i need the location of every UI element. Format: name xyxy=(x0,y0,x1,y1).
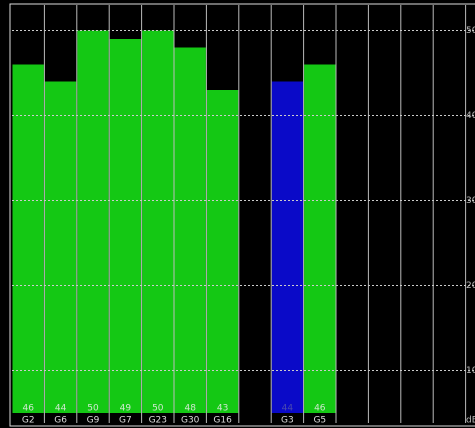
value-label: 50 xyxy=(87,404,99,414)
y-tick-label: 10 xyxy=(466,366,475,376)
x-tick-label: G6 xyxy=(54,416,67,426)
x-tick-label: G30 xyxy=(181,416,200,426)
y-tick-label: 40 xyxy=(466,111,475,121)
y-tick-label: 20 xyxy=(466,281,475,291)
x-tick-label: G7 xyxy=(119,416,132,426)
y-axis-label: dB xyxy=(466,416,475,426)
y-tick-label: 30 xyxy=(466,196,475,206)
value-label: 44 xyxy=(55,404,67,414)
value-label: 44 xyxy=(282,404,294,414)
value-label: 50 xyxy=(152,404,164,414)
y-tick-label: 50 xyxy=(466,26,475,36)
bar xyxy=(271,81,304,413)
x-tick-label: G2 xyxy=(22,416,35,426)
x-tick-label: G9 xyxy=(87,416,100,426)
x-tick-label: G5 xyxy=(313,416,326,426)
value-label: 46 xyxy=(314,404,326,414)
bar xyxy=(77,30,109,413)
frame xyxy=(9,3,475,427)
bar xyxy=(142,30,174,413)
bar xyxy=(174,47,206,413)
bar xyxy=(44,81,77,413)
value-label: 46 xyxy=(22,404,34,414)
bar xyxy=(12,64,44,413)
x-tick-label: G16 xyxy=(213,416,232,426)
bar xyxy=(304,64,336,413)
value-label: 43 xyxy=(217,404,228,414)
value-label: 48 xyxy=(184,404,196,414)
x-tick-label: G23 xyxy=(149,416,167,426)
bar xyxy=(109,39,142,413)
value-label: 49 xyxy=(120,404,132,414)
x-tick-label: G3 xyxy=(281,416,294,426)
bar xyxy=(206,90,239,413)
